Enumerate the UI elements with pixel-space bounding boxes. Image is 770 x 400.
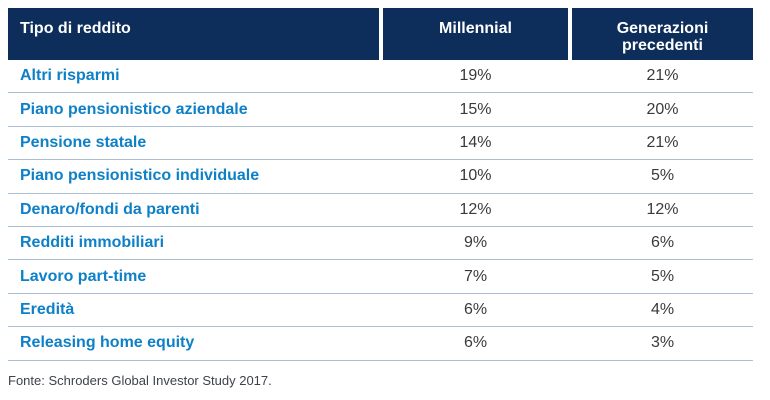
previous-generations-value: 21% — [646, 133, 679, 151]
table-header-row: Tipo di reddito Millennial Generazioni p… — [8, 8, 753, 60]
row-label: Lavoro part-time — [20, 267, 147, 285]
previous-generations-value: 4% — [650, 300, 675, 318]
previous-generations-value: 5% — [650, 167, 675, 185]
previous-generations-value: 21% — [646, 67, 679, 85]
previous-generations-value: 20% — [646, 100, 679, 118]
millennial-value: 19% — [459, 67, 492, 85]
row-label: Piano pensionistico aziendale — [20, 100, 248, 118]
previous-generations-value: 12% — [646, 200, 679, 218]
table-row: Piano pensionistico individuale 10% 5% — [8, 160, 753, 194]
millennial-value: 12% — [459, 200, 492, 218]
column-header-generazioni-precedenti: Generazioni precedenti — [572, 8, 753, 60]
row-label: Denaro/fondi da parenti — [20, 200, 200, 218]
table-row: Altri risparmi 19% 21% — [8, 60, 753, 94]
previous-generations-value: 3% — [650, 334, 675, 352]
source-note: Fonte: Schroders Global Investor Study 2… — [8, 372, 272, 388]
millennial-value: 15% — [459, 100, 492, 118]
table-row: Redditi immobiliari 9% 6% — [8, 227, 753, 261]
table-row: Releasing home equity 6% 3% — [8, 327, 753, 361]
millennial-value: 7% — [463, 267, 488, 285]
millennial-value: 9% — [463, 234, 488, 252]
row-label: Pensione statale — [20, 133, 147, 151]
column-header-label: Generazioni precedenti — [616, 20, 709, 54]
column-header-label: Millennial — [439, 20, 512, 37]
table-row: Piano pensionistico aziendale 15% 20% — [8, 93, 753, 127]
row-label: Releasing home equity — [20, 334, 195, 352]
column-header-label: Tipo di reddito — [20, 20, 131, 37]
column-header-millennial: Millennial — [383, 8, 568, 60]
row-label: Altri risparmi — [20, 67, 120, 85]
previous-generations-value: 6% — [650, 234, 675, 252]
row-label: Eredità — [20, 300, 75, 318]
table-row: Pensione statale 14% 21% — [8, 127, 753, 161]
column-header-tipo-di-reddito: Tipo di reddito — [8, 8, 379, 60]
millennial-value: 6% — [463, 334, 488, 352]
row-label: Redditi immobiliari — [20, 234, 165, 252]
row-label: Piano pensionistico individuale — [20, 167, 260, 185]
table-row: Denaro/fondi da parenti 12% 12% — [8, 194, 753, 227]
income-table: Tipo di reddito Millennial Generazioni p… — [8, 8, 753, 388]
table-row: Lavoro part-time 7% 5% — [8, 260, 753, 294]
previous-generations-value: 5% — [650, 267, 675, 285]
table-row: Eredità 6% 4% — [8, 294, 753, 328]
millennial-value: 14% — [459, 133, 492, 151]
millennial-value: 10% — [459, 167, 492, 185]
millennial-value: 6% — [463, 300, 488, 318]
